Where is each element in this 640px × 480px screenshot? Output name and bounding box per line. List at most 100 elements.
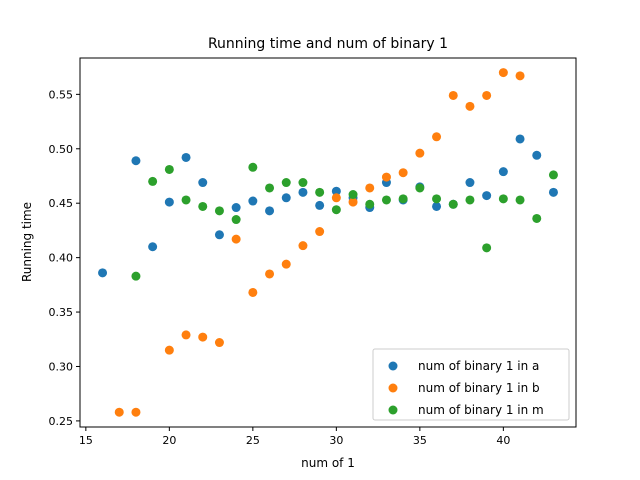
data-point [398,168,408,178]
y-tick-label: 0.55 [49,88,74,101]
data-point [432,194,442,204]
data-point [548,170,558,180]
data-point [198,201,208,211]
legend-marker [388,361,398,371]
data-point [214,338,224,348]
data-point [348,197,358,207]
x-tick-label: 30 [329,434,343,447]
legend-item: num of binary 1 in b [388,381,540,395]
data-point [482,243,492,253]
data-point [331,205,341,215]
data-point [381,195,391,205]
data-point [214,230,224,240]
chart-title: Running time and num of binary 1 [208,36,448,52]
data-point [265,183,275,193]
data-point [315,187,325,197]
data-point [448,199,458,209]
legend-items: num of binary 1 in a num of binary 1 in b… [388,359,544,417]
data-point [131,407,141,417]
data-point [148,242,158,252]
legend-marker [388,383,398,393]
data-point [298,241,308,251]
y-axis: 0.25 0.30 0.35 0.40 0.45 0.50 0.55 [49,88,80,428]
series-2 [114,68,525,417]
plot-area [79,57,577,428]
data-point [281,193,291,203]
data-point [164,345,174,355]
legend-marker [388,405,398,415]
data-points [98,68,558,417]
data-point [365,199,375,209]
data-point [498,167,508,177]
data-point [181,330,191,340]
data-point [432,132,442,142]
data-point [331,186,341,196]
x-axis: 15 20 25 30 35 40 [79,427,510,447]
data-point [281,259,291,269]
y-tick-label: 0.25 [49,415,74,428]
legend-item: num of binary 1 in a [388,359,539,373]
data-point [315,200,325,210]
data-point [181,152,191,162]
data-point [465,101,475,111]
data-point [465,178,475,188]
x-tick-label: 40 [496,434,510,447]
data-point [98,268,108,278]
data-point [515,195,525,205]
legend-label: num of binary 1 in m [418,403,544,417]
data-point [415,148,425,158]
data-point [498,194,508,204]
data-point [114,407,124,417]
y-tick-label: 0.40 [49,252,74,265]
x-tick-label: 25 [246,434,260,447]
data-point [498,68,508,78]
y-tick-label: 0.50 [49,143,74,156]
data-point [432,201,442,211]
data-point [315,227,325,237]
data-point [348,189,358,199]
x-tick-label: 15 [79,434,93,447]
data-point [331,193,341,203]
data-point [482,90,492,100]
data-point [465,195,475,205]
legend-item: num of binary 1 in m [388,403,544,417]
legend-label: num of binary 1 in b [418,381,540,395]
data-point [265,206,275,216]
data-point [415,183,425,193]
data-point [164,164,174,174]
data-point [248,162,258,172]
legend-box [372,348,570,421]
data-point [532,150,542,160]
data-point [548,187,558,197]
data-point [198,178,208,188]
series-3 [131,162,558,281]
data-point [515,71,525,81]
data-point [248,196,258,206]
plot-frame [79,57,577,428]
data-point [298,187,308,197]
data-point [131,271,141,281]
data-point [448,90,458,100]
data-point [131,156,141,166]
data-point [231,215,241,225]
data-point [181,195,191,205]
y-tick-label: 0.35 [49,306,74,319]
data-point [365,183,375,193]
data-point [148,176,158,186]
y-tick-label: 0.30 [49,360,74,373]
data-point [532,213,542,223]
data-point [381,172,391,182]
data-point [281,178,291,188]
data-point [248,287,258,297]
data-point [298,178,308,188]
data-point [231,203,241,213]
data-point [231,234,241,244]
x-tick-label: 35 [413,434,427,447]
legend: num of binary 1 in a num of binary 1 in b… [372,348,570,421]
data-point [214,206,224,216]
y-tick-label: 0.45 [49,197,74,210]
legend-label: num of binary 1 in a [418,359,539,373]
data-point [398,194,408,204]
x-axis-label: num of 1 [301,456,355,470]
